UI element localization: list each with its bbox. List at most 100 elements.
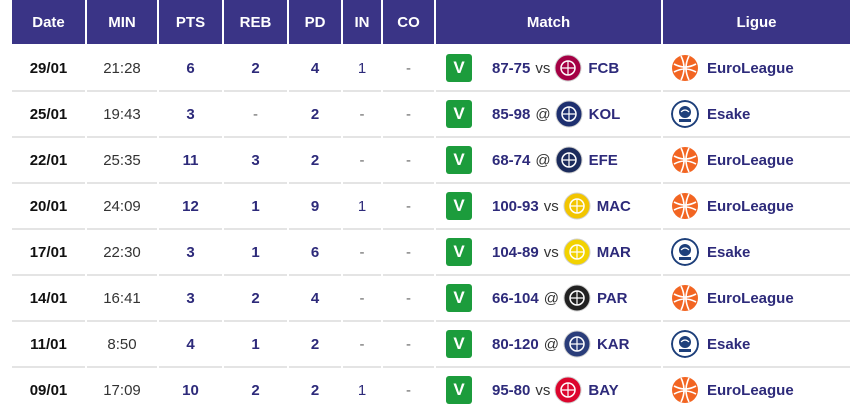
league-name-link[interactable]: EuroLeague (707, 59, 794, 77)
points: 3 (159, 92, 222, 138)
par-crest-icon (563, 284, 591, 312)
home-away-indicator: vs (535, 59, 551, 77)
league-cell: EuroLeague (663, 368, 850, 412)
opponent-team-link[interactable]: MAC (596, 197, 631, 215)
league-name-link[interactable]: EuroLeague (707, 151, 794, 169)
league-name-link[interactable]: Esake (707, 243, 751, 261)
home-away-indicator: @ (543, 335, 559, 353)
table-row[interactable]: 11/01 8:50 4 1 2 - - V 80-120 @ KAR Esak… (12, 322, 850, 368)
win-badge: V (446, 146, 472, 174)
opponent-team-link[interactable]: KOL (588, 105, 621, 123)
euroleague-icon (672, 285, 698, 311)
table-row[interactable]: 14/01 16:41 3 2 4 - - V 66-104 @ PAR Eur… (12, 276, 850, 322)
game-date: 17/01 (12, 230, 85, 276)
header-pd[interactable]: PD (289, 0, 341, 46)
minutes-played: 16:41 (87, 276, 157, 322)
opponent-team-link[interactable]: MAR (596, 243, 631, 261)
game-date: 14/01 (12, 276, 85, 322)
minutes-played: 24:09 (87, 184, 157, 230)
points: 10 (159, 368, 222, 412)
opponent-team-link[interactable]: KAR (596, 335, 630, 353)
table-row[interactable]: 22/01 25:35 11 3 2 - - V 68-74 @ EFE Eur… (12, 138, 850, 184)
match-cell: V 66-104 @ PAR (436, 276, 661, 322)
euroleague-icon (672, 147, 698, 173)
assists: 4 (289, 46, 341, 92)
header-ligue[interactable]: Ligue (663, 0, 850, 46)
match-score-link[interactable]: 100-93 (492, 197, 539, 215)
league-cell: EuroLeague (663, 276, 850, 322)
match-score-link[interactable]: 87-75 (492, 59, 531, 77)
efe-crest-icon (555, 146, 583, 174)
win-badge: V (446, 376, 472, 404)
minutes-played: 17:09 (87, 368, 157, 412)
co-stat: - (383, 92, 434, 138)
co-stat: - (383, 46, 434, 92)
match-score-link[interactable]: 68-74 (492, 151, 531, 169)
minutes-played: 19:43 (87, 92, 157, 138)
league-name-link[interactable]: Esake (707, 335, 751, 353)
table-row[interactable]: 20/01 24:09 12 1 9 1 - V 100-93 vs MAC E… (12, 184, 850, 230)
in-stat: - (343, 276, 381, 322)
game-date: 25/01 (12, 92, 85, 138)
co-stat: - (383, 368, 434, 412)
assists: 9 (289, 184, 341, 230)
rebounds: 1 (224, 184, 287, 230)
table-row[interactable]: 29/01 21:28 6 2 4 1 - V 87-75 vs FCB Eur… (12, 46, 850, 92)
win-badge: V (446, 330, 472, 358)
opponent-team-link[interactable]: FCB (588, 59, 620, 77)
header-in[interactable]: IN (343, 0, 381, 46)
table-row[interactable]: 25/01 19:43 3 - 2 - - V 85-98 @ KOL Esak… (12, 92, 850, 138)
league-name-link[interactable]: EuroLeague (707, 381, 794, 399)
league-name-link[interactable]: EuroLeague (707, 197, 794, 215)
euroleague-icon (672, 55, 698, 81)
euroleague-icon (672, 377, 698, 403)
win-badge: V (446, 238, 472, 266)
rebounds: 2 (224, 276, 287, 322)
minutes-played: 22:30 (87, 230, 157, 276)
table-body: 29/01 21:28 6 2 4 1 - V 87-75 vs FCB Eur… (12, 46, 850, 412)
match-score-link[interactable]: 104-89 (492, 243, 539, 261)
match-score-link[interactable]: 95-80 (492, 381, 531, 399)
league-cell: Esake (663, 322, 850, 368)
assists: 4 (289, 276, 341, 322)
in-stat: 1 (343, 184, 381, 230)
match-score-link[interactable]: 66-104 (492, 289, 539, 307)
header-pts[interactable]: PTS (159, 0, 222, 46)
minutes-played: 25:35 (87, 138, 157, 184)
home-away-indicator: vs (535, 381, 551, 399)
league-name-link[interactable]: EuroLeague (707, 289, 794, 307)
opponent-team-link[interactable]: EFE (588, 151, 618, 169)
match-score-link[interactable]: 85-98 (492, 105, 531, 123)
assists: 2 (289, 138, 341, 184)
kar-crest-icon (563, 330, 591, 358)
match-score-link[interactable]: 80-120 (492, 335, 539, 353)
esake-icon (671, 238, 699, 266)
opponent-team-link[interactable]: PAR (596, 289, 628, 307)
header-match[interactable]: Match (436, 0, 661, 46)
header-date[interactable]: Date (12, 0, 85, 46)
header-co[interactable]: CO (383, 0, 434, 46)
assists: 2 (289, 92, 341, 138)
opponent-team-link[interactable]: BAY (588, 381, 619, 399)
rebounds: 1 (224, 322, 287, 368)
header-reb[interactable]: REB (224, 0, 287, 46)
rebounds: 1 (224, 230, 287, 276)
game-date: 09/01 (12, 368, 85, 412)
home-away-indicator: @ (543, 289, 559, 307)
table-row[interactable]: 17/01 22:30 3 1 6 - - V 104-89 vs MAR Es… (12, 230, 850, 276)
header-min[interactable]: MIN (87, 0, 157, 46)
match-cell: V 100-93 vs MAC (436, 184, 661, 230)
minutes-played: 8:50 (87, 322, 157, 368)
home-away-indicator: @ (535, 151, 551, 169)
rebounds: 2 (224, 368, 287, 412)
league-cell: EuroLeague (663, 138, 850, 184)
kol-crest-icon (555, 100, 583, 128)
league-cell: EuroLeague (663, 184, 850, 230)
game-date: 29/01 (12, 46, 85, 92)
league-name-link[interactable]: Esake (707, 105, 751, 123)
assists: 6 (289, 230, 341, 276)
table-row[interactable]: 09/01 17:09 10 2 2 1 - V 95-80 vs BAY Eu… (12, 368, 850, 412)
points: 3 (159, 276, 222, 322)
minutes-played: 21:28 (87, 46, 157, 92)
win-badge: V (446, 284, 472, 312)
